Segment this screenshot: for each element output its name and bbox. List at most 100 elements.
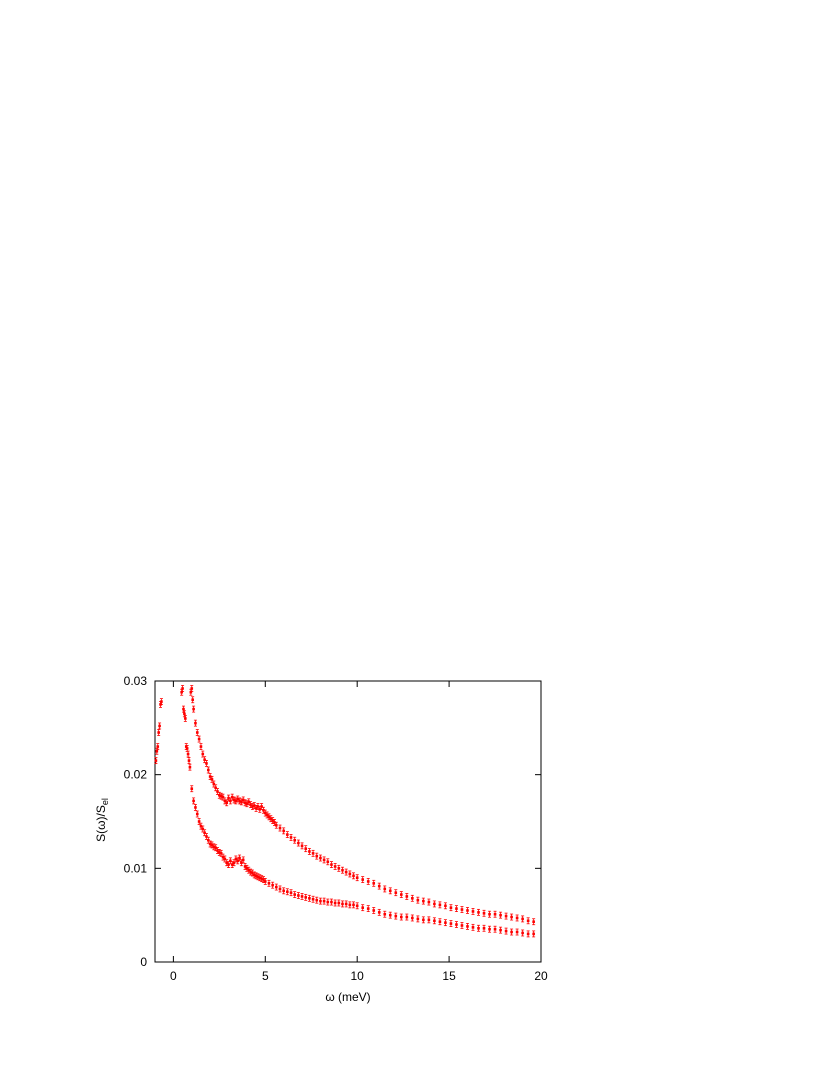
y-tick-label: 0.02: [124, 768, 148, 782]
data-point: [372, 879, 376, 887]
point-marker: [444, 921, 447, 924]
data-point: [526, 930, 530, 938]
data-point: [504, 912, 508, 920]
point-marker: [311, 852, 315, 855]
point-marker: [262, 808, 265, 812]
point-marker: [155, 749, 159, 753]
point-marker: [223, 799, 227, 803]
point-marker: [240, 800, 243, 804]
point-marker: [229, 799, 232, 803]
point-marker: [232, 861, 236, 865]
point-marker: [201, 752, 205, 756]
data-point: [510, 913, 514, 921]
point-marker: [348, 903, 352, 907]
data-point: [449, 920, 453, 927]
point-marker: [326, 900, 330, 904]
point-marker: [300, 844, 304, 848]
data-point: [521, 915, 525, 923]
point-marker: [208, 842, 212, 846]
point-marker: [315, 898, 319, 902]
point-marker: [216, 849, 219, 852]
point-marker: [499, 913, 502, 917]
point-marker: [383, 887, 387, 891]
point-marker: [455, 907, 458, 910]
data-point: [344, 900, 348, 908]
data-point: [274, 821, 278, 829]
data-point: [282, 887, 286, 895]
data-point: [307, 848, 311, 855]
point-marker: [195, 812, 199, 816]
point-marker: [258, 808, 262, 811]
data-point: [214, 784, 218, 792]
data-point: [206, 836, 210, 844]
point-marker: [238, 856, 241, 860]
point-marker: [214, 846, 217, 850]
point-marker: [438, 903, 442, 907]
data-point: [383, 885, 387, 893]
point-marker: [488, 912, 491, 916]
point-marker: [355, 904, 359, 908]
point-marker: [333, 865, 337, 868]
y-axis-label-subscript: el: [100, 798, 110, 805]
point-marker: [341, 868, 344, 872]
point-marker: [185, 747, 189, 750]
data-point: [465, 923, 469, 930]
data-point: [465, 907, 469, 914]
point-marker: [466, 909, 469, 912]
data-point: [300, 842, 304, 850]
point-marker: [366, 907, 370, 910]
data-point: [217, 791, 221, 799]
point-marker: [286, 833, 289, 836]
data-point: [239, 798, 243, 806]
data-point: [460, 922, 464, 929]
data-point: [394, 912, 398, 920]
point-marker: [236, 859, 240, 863]
data-point: [188, 763, 192, 771]
point-marker: [449, 922, 453, 925]
point-marker: [477, 911, 480, 914]
data-point: [156, 743, 160, 750]
point-marker: [252, 804, 256, 807]
data-point: [337, 864, 341, 872]
data-point: [388, 887, 392, 895]
data-point: [225, 859, 229, 867]
point-marker: [203, 831, 206, 835]
data-point: [482, 909, 486, 917]
point-marker: [532, 920, 535, 924]
y-axis-label-main: S(ω)/S: [94, 805, 108, 842]
data-point: [355, 902, 359, 910]
point-marker: [190, 687, 194, 690]
point-marker: [230, 795, 234, 799]
data-point: [488, 910, 492, 918]
point-marker: [400, 893, 403, 896]
data-point: [307, 894, 311, 902]
data-point: [438, 918, 442, 926]
data-point: [394, 889, 398, 897]
point-marker: [449, 906, 453, 909]
point-marker: [510, 930, 513, 934]
point-marker: [241, 858, 245, 862]
point-marker: [199, 745, 203, 748]
point-marker: [282, 829, 285, 833]
point-marker: [247, 868, 251, 872]
point-marker: [247, 800, 251, 804]
data-point: [186, 750, 190, 758]
point-marker: [416, 917, 420, 921]
point-marker: [251, 805, 254, 808]
point-marker: [251, 871, 254, 875]
point-marker: [337, 901, 341, 905]
data-point: [510, 928, 514, 936]
data-point: [477, 924, 481, 932]
point-marker: [183, 712, 186, 716]
point-marker: [304, 847, 308, 850]
point-marker: [322, 899, 326, 903]
point-marker: [330, 900, 333, 904]
point-marker: [282, 889, 285, 893]
point-marker: [526, 932, 530, 936]
point-marker: [460, 908, 464, 911]
point-marker: [337, 867, 341, 870]
point-marker: [433, 919, 436, 923]
y-tick-label: 0: [140, 955, 147, 969]
point-marker: [411, 897, 414, 900]
point-marker: [265, 813, 269, 817]
